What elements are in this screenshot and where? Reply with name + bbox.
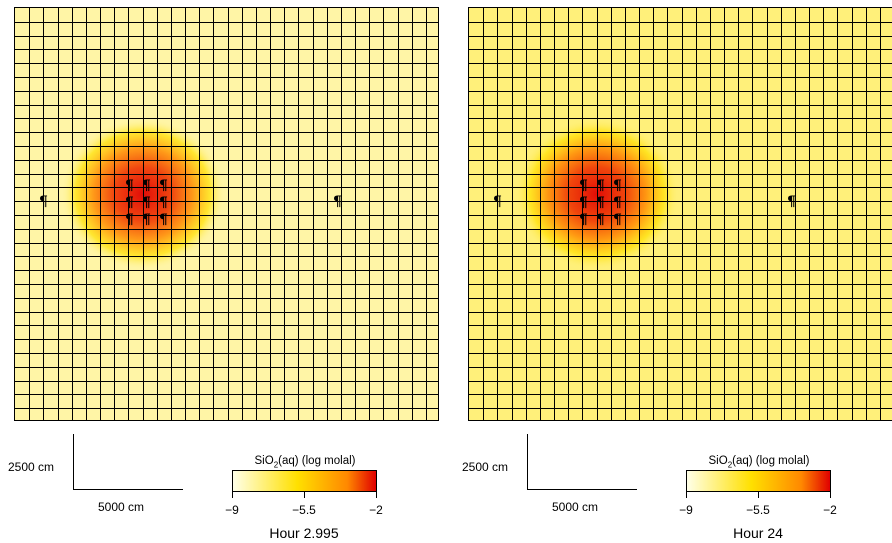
colorbar-tick-label: −5.5: [746, 503, 770, 517]
well-marker: ¶: [613, 178, 622, 194]
scale-bar-vertical-label: 2500 cm: [8, 460, 55, 474]
well-marker: ¶: [596, 195, 605, 211]
well-marker: ¶: [493, 194, 502, 210]
colorbar-tick-label: −9: [679, 503, 693, 517]
colorbar-tick: [232, 492, 233, 498]
well-marker: ¶: [596, 212, 605, 228]
well-marker: ¶: [125, 212, 134, 228]
colorbar-tick: [758, 492, 759, 498]
well-marker: ¶: [125, 195, 134, 211]
colorbar-tick: [686, 492, 687, 498]
scale-bar-vertical-label: 2500 cm: [462, 460, 509, 474]
concentration-map: ¶ ¶ ¶ ¶ ¶ ¶ ¶ ¶ ¶ ¶ ¶: [14, 7, 439, 421]
scale-bar-horizontal-label: 5000 cm: [552, 500, 599, 514]
hour-label: Hour 2.995: [269, 525, 339, 541]
well-marker: ¶: [159, 212, 168, 228]
well-marker: ¶: [579, 195, 588, 211]
colorbar-tick-label: −5.5: [292, 503, 316, 517]
scale-bar-horizontal: [73, 489, 183, 490]
well-marker: ¶: [142, 195, 151, 211]
colorbar-tick-label: −9: [225, 503, 239, 517]
legend-title: SiO2(aq) (log molal): [254, 455, 356, 470]
well-marker: ¶: [142, 178, 151, 194]
panel-hour-2995: ¶ ¶ ¶ ¶ ¶ ¶ ¶ ¶ ¶ ¶ ¶ 2500 cm 5000 cm SiO2(aq) (lo…: [8, 7, 439, 541]
hour-label: Hour 24: [733, 525, 783, 541]
well-marker: ¶: [613, 212, 622, 228]
legend-title: SiO2(aq) (log molal): [708, 455, 810, 470]
scale-bar-horizontal: [527, 489, 637, 490]
scale-bar-vertical: [73, 434, 74, 489]
colorbar-tick: [830, 492, 831, 498]
scale-bar-horizontal-label: 5000 cm: [98, 500, 145, 514]
well-marker: ¶: [579, 212, 588, 228]
colorbar-tick-label: −2: [823, 503, 837, 517]
colorbar: [686, 470, 831, 492]
colorbar: [232, 470, 377, 492]
well-marker: ¶: [125, 178, 134, 194]
map-svg: ¶¶ ¶ ¶¶ ¶ ¶¶ ¶ ¶¶: [469, 8, 892, 420]
grid-lines: [469, 8, 892, 420]
well-marker: ¶: [333, 194, 342, 210]
concentration-map: ¶ ¶ ¶ ¶ ¶ ¶ ¶ ¶ ¶ ¶ ¶: [468, 7, 892, 421]
panel-hour-24: ¶ ¶ ¶ ¶ ¶ ¶ ¶ ¶ ¶ ¶ ¶ 2500 cm 5000 cm SiO2(aq) (lo…: [454, 0, 892, 543]
well-marker: ¶: [579, 178, 588, 194]
scale-bar-vertical: [527, 434, 528, 489]
grid-lines: [15, 8, 438, 420]
colorbar-tick-label: −2: [369, 503, 383, 517]
well-marker: ¶: [159, 178, 168, 194]
well-marker: ¶: [613, 195, 622, 211]
well-marker: ¶: [596, 178, 605, 194]
well-marker: ¶: [787, 194, 796, 210]
colorbar-tick: [304, 492, 305, 498]
colorbar-tick: [376, 492, 377, 498]
well-marker: ¶: [159, 195, 168, 211]
well-marker: ¶: [142, 212, 151, 228]
map-svg: ¶¶ ¶ ¶¶ ¶ ¶¶ ¶ ¶¶: [15, 8, 438, 420]
well-marker: ¶: [39, 194, 48, 210]
